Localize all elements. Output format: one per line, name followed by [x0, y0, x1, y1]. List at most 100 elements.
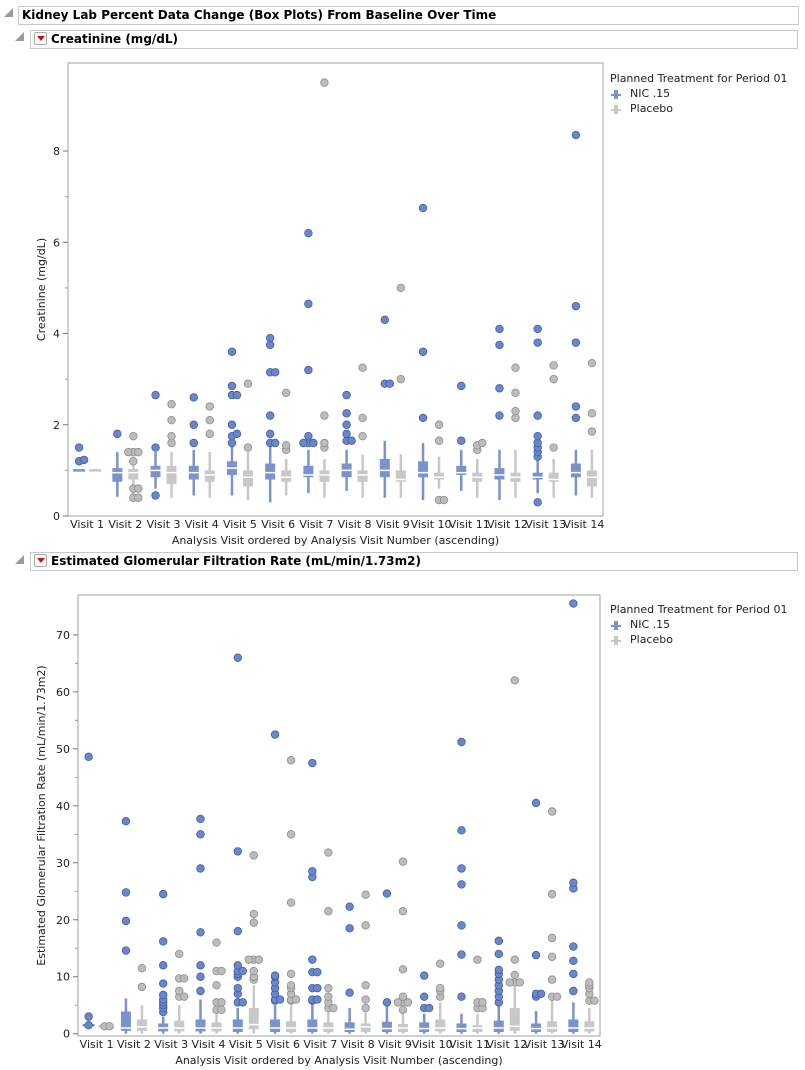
x-tick-label: Visit 9	[376, 518, 410, 531]
outlier-point	[547, 889, 557, 899]
outlier-point	[398, 992, 408, 1001]
legend-title: Planned Treatment for Period 01	[610, 603, 788, 616]
box	[281, 470, 292, 482]
outlier-point	[510, 955, 519, 964]
box	[211, 1022, 222, 1032]
outlier-point	[571, 130, 581, 140]
outlier-point	[84, 1020, 93, 1030]
outlier-point	[159, 979, 168, 988]
y-tick-label: 4	[53, 328, 60, 341]
box	[456, 1023, 467, 1033]
creatinine-section-header[interactable]: Creatinine (mg/dL)	[30, 30, 798, 49]
x-tick-label: Visit 7	[303, 1038, 337, 1051]
x-tick-label: Visit 2	[108, 518, 142, 531]
box	[509, 1008, 520, 1031]
x-tick-label: Visit 5	[223, 518, 257, 531]
outlier-point	[227, 347, 237, 356]
outlier-point	[217, 998, 226, 1007]
outlier-point	[361, 921, 370, 930]
plot-frame	[67, 62, 604, 517]
outlier-point	[249, 851, 258, 860]
outlier-point	[398, 907, 408, 916]
x-axis-label: Analysis Visit ordered by Analysis Visit…	[172, 534, 499, 547]
outlier-point	[425, 1003, 434, 1013]
outlier-point	[265, 333, 275, 343]
box	[456, 465, 467, 475]
box	[568, 1019, 579, 1033]
outlier-point	[159, 937, 168, 946]
outlier-point	[434, 420, 444, 429]
legend-item-placebo[interactable]: Placebo	[611, 102, 788, 115]
outlier-point	[291, 995, 301, 1004]
x-tick-label: Visit 5	[229, 1038, 263, 1051]
outlier-point	[196, 961, 205, 970]
outlier-point	[159, 961, 168, 970]
outlier-point	[79, 455, 89, 465]
box	[344, 1022, 355, 1033]
outlier-point	[232, 390, 242, 400]
outlier-point	[324, 848, 333, 857]
legend-label: NIC .15	[630, 618, 671, 631]
outlier-point	[547, 933, 557, 943]
outlier-point	[233, 926, 242, 936]
outlier-point	[361, 1003, 370, 1013]
outlier-point	[361, 981, 370, 990]
outlier-point	[457, 826, 466, 835]
egfr-section-header[interactable]: Estimated Glomerular Filtration Rate (mL…	[30, 552, 798, 571]
outlier-point	[265, 411, 275, 420]
outlier-point	[510, 970, 519, 980]
collapse-creatinine-icon[interactable]	[15, 32, 24, 41]
x-tick-label: Visit 3	[147, 518, 181, 531]
legend-item-nic[interactable]: NIC .15	[611, 618, 788, 631]
y-tick-label: 70	[56, 629, 70, 642]
y-axis-label: Creatinine (mg/dL)	[35, 238, 48, 341]
x-tick-label: Visit 4	[185, 518, 219, 531]
outlier-point	[238, 966, 247, 976]
outlier-point	[270, 971, 280, 980]
outlier-point	[299, 438, 308, 448]
outlier-point	[531, 950, 541, 960]
outlier-point	[587, 427, 597, 436]
outlier-point	[304, 431, 313, 441]
outlier-point	[205, 415, 214, 425]
outlier-point	[151, 443, 160, 452]
outlier-point	[396, 374, 406, 384]
outlier-point	[495, 384, 504, 393]
outlier-point	[547, 807, 557, 816]
red-triangle-menu-icon[interactable]	[34, 32, 47, 45]
outlier-point	[243, 443, 253, 452]
outlier-point	[457, 992, 466, 1001]
outlier-point	[457, 737, 466, 747]
red-triangle-menu-icon[interactable]	[34, 554, 47, 567]
collapse-egfr-icon[interactable]	[15, 555, 24, 564]
outlier-point	[233, 653, 242, 662]
outlier-point	[233, 847, 242, 856]
outlier-point	[189, 393, 198, 402]
report-title[interactable]: Kidney Lab Percent Data Change (Box Plot…	[18, 6, 799, 25]
outlier-point	[308, 867, 317, 876]
outlier-point	[380, 315, 390, 325]
outlier-point	[196, 986, 205, 996]
outlier-point	[151, 390, 160, 400]
legend-label: Placebo	[630, 633, 673, 646]
outlier-point	[494, 949, 503, 959]
outlier-point	[382, 889, 392, 898]
legend-item-nic[interactable]: NIC .15	[611, 87, 788, 100]
outlier-point	[436, 959, 445, 968]
outlier-point	[217, 1005, 226, 1014]
legend-item-placebo[interactable]: Placebo	[611, 633, 788, 646]
outlier-point	[515, 978, 524, 987]
legend-swatch-icon	[611, 105, 621, 114]
outlier-point	[304, 228, 313, 238]
outlier-point	[457, 880, 466, 889]
outlier-point	[308, 955, 317, 964]
box	[242, 470, 253, 487]
outlier-point	[74, 443, 84, 452]
y-tick-label: 8	[53, 145, 60, 158]
outlier-point	[569, 986, 578, 996]
collapse-report-icon[interactable]	[4, 8, 13, 17]
outlier-point	[243, 379, 253, 388]
box	[248, 1008, 259, 1030]
outlier-point	[511, 388, 520, 398]
